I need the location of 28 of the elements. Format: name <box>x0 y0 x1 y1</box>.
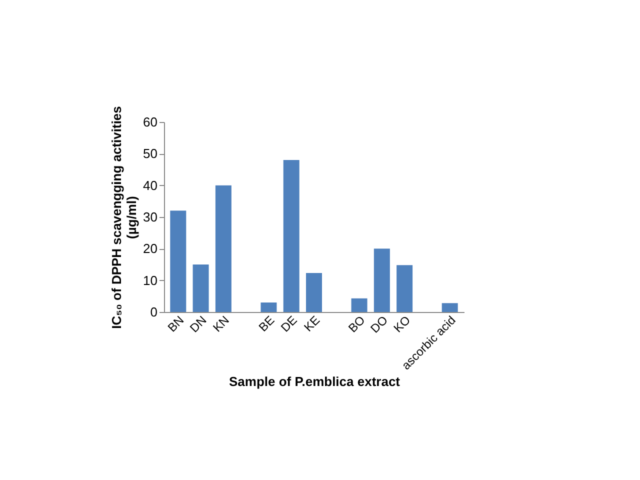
x-tick-label: BN <box>164 313 187 335</box>
y-tick-label: 30 <box>143 210 158 224</box>
x-tick-label: BE <box>256 313 278 334</box>
x-tick-label: DN <box>187 313 210 336</box>
y-tick-label: 60 <box>143 114 158 130</box>
bar <box>215 185 232 312</box>
x-tick-label: BO <box>346 313 368 336</box>
x-tick-label: DO <box>368 313 390 336</box>
y-tick-label: 40 <box>143 178 158 193</box>
y-tick-label: 0 <box>150 304 158 320</box>
bar <box>170 210 186 312</box>
bar <box>351 298 368 312</box>
y-axis-title: IC₅₀ of DPPH scavengging activities (µg/ml) <box>109 106 140 329</box>
x-tick-label: KO <box>390 313 414 336</box>
x-tick-label: KE <box>301 313 322 334</box>
bar <box>192 264 209 312</box>
y-tick-label: 10 <box>143 272 158 288</box>
bar <box>283 160 300 312</box>
y-tick-label: 50 <box>143 146 158 162</box>
bar <box>396 265 413 312</box>
bar <box>442 303 458 312</box>
x-axis-title: Sample of P.emblica extract <box>228 374 401 389</box>
x-tick-label: KN <box>210 313 232 335</box>
bar <box>374 248 390 312</box>
bar <box>260 302 277 312</box>
y-tick-label: 20 <box>143 241 158 256</box>
bar <box>306 273 322 312</box>
x-tick-label: DE <box>278 313 300 335</box>
